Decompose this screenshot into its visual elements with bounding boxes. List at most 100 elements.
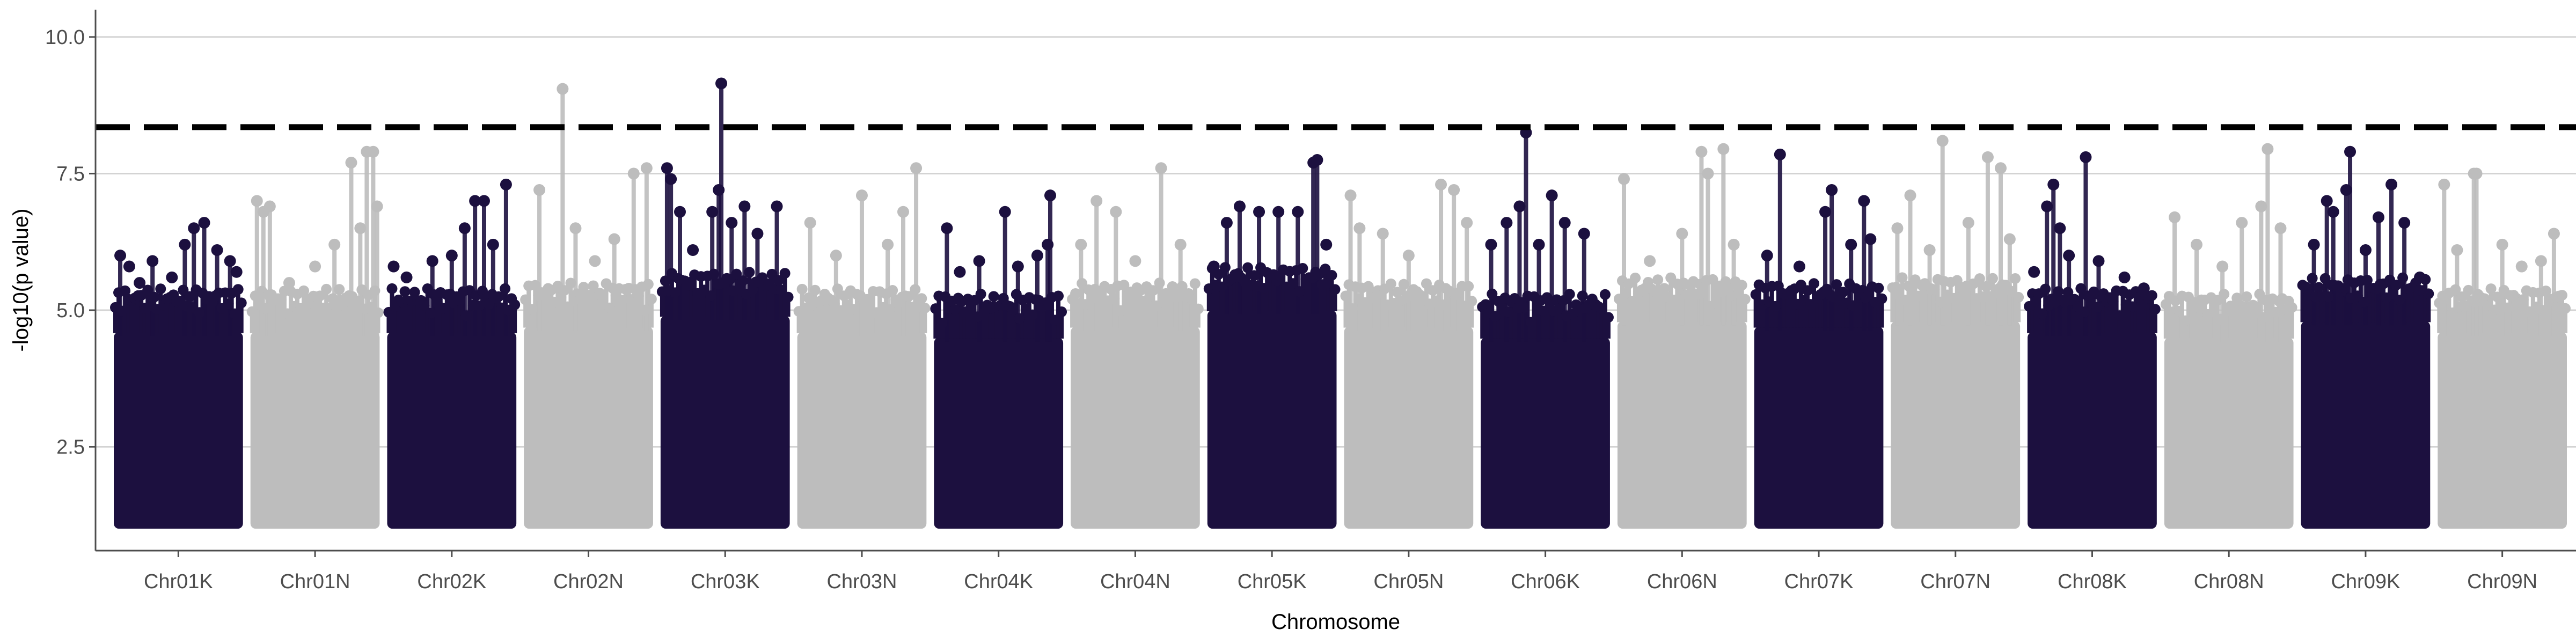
bulk-Chr04N: [1071, 326, 1200, 529]
point-Chr04K-fringe: [988, 291, 999, 302]
point-Chr09N-fringe: [2537, 305, 2548, 316]
point-Chr03K-10: [771, 200, 783, 213]
point-Chr08N-fringe: [2209, 303, 2220, 314]
point-Chr01N-fringe: [369, 285, 380, 296]
peak-column-Chr04K: [1002, 216, 1007, 342]
stalk-Chr09N: [2466, 290, 2471, 333]
stalk-Chr07N: [2003, 285, 2008, 323]
stalk-Chr04N: [1173, 297, 1178, 328]
stalk-Chr05N: [1392, 303, 1396, 328]
x-tick-label: Chr09N: [2467, 570, 2537, 593]
point-Chr02N-fringe: [633, 290, 644, 302]
point-Chr01K-fringe: [116, 305, 128, 317]
point-Chr05N-fringe: [1385, 278, 1396, 289]
stalk-Chr04N: [1131, 296, 1136, 328]
stalk-Chr03K: [689, 282, 694, 317]
bulk-Chr09N: [2438, 332, 2567, 529]
stalk-Chr02K: [441, 308, 446, 333]
point-Chr07N-fringe: [1897, 272, 1908, 283]
stalk-Chr04K: [998, 305, 1002, 339]
point-Chr03K-fringe: [737, 275, 749, 287]
stalk-Chr06N: [1685, 295, 1689, 323]
stalk-Chr08K: [2136, 297, 2141, 333]
stalk-Chr04N: [1109, 289, 1114, 328]
point-Chr08K-fringe: [2107, 296, 2119, 307]
point-Chr01N-3: [283, 277, 295, 289]
point-Chr01N-fringe: [334, 284, 345, 295]
point-Chr06N-6: [1728, 238, 1740, 251]
point-Chr09N-fringe: [2501, 302, 2513, 313]
stalk-Chr01K: [165, 298, 170, 333]
point-Chr08N-fringe: [2219, 289, 2230, 300]
peak-column-Chr09N: [2538, 265, 2543, 336]
y-tick-label: 5.0: [56, 299, 85, 322]
stalk-Chr05K: [1307, 277, 1312, 311]
point-Chr06K-7: [1578, 228, 1590, 240]
stalk-Chr08N: [2254, 312, 2259, 339]
stalk-Chr02K: [509, 298, 514, 333]
stalk-Chr01N: [275, 298, 280, 333]
peak-column-Chr03K: [774, 210, 779, 320]
stalk-Chr04N: [1089, 293, 1094, 328]
point-Chr08N-fringe: [2173, 305, 2184, 317]
stalk-Chr06K: [1512, 298, 1517, 339]
point-Chr03N-fringe: [916, 293, 927, 304]
peak-column-Chr05K: [1237, 210, 1242, 314]
peak-column-Chr08N: [2278, 232, 2283, 342]
point-Chr04N-fringe: [1070, 288, 1081, 299]
point-Chr02N-0: [533, 184, 546, 196]
stalk-Chr03N: [919, 298, 924, 333]
peak-column-Chr01N: [358, 232, 363, 336]
stalk-Chr03N: [868, 298, 873, 333]
stalk-Chr01K: [197, 312, 202, 333]
point-Chr09K-9: [2414, 271, 2426, 283]
point-Chr08N-3: [2236, 217, 2248, 229]
point-Chr02K-1: [400, 271, 413, 283]
stalk-Chr09K: [2316, 287, 2321, 323]
point-Chr03N-0: [804, 217, 816, 229]
stalk-Chr05K: [1219, 287, 1224, 311]
x-tick-label: Chr09K: [2331, 570, 2400, 593]
stalk-Chr04K: [940, 323, 945, 339]
stalk-Chr08K: [2091, 291, 2096, 333]
point-Chr09K-fringe: [2339, 282, 2350, 294]
point-Chr02K-fringe: [399, 286, 411, 297]
stalk-Chr06K: [1586, 304, 1591, 339]
point-Chr06N-0: [1618, 173, 1630, 185]
stalk-Chr02N: [607, 308, 612, 328]
point-Chr03K-9: [751, 228, 764, 240]
peak-column-Chr03K: [710, 216, 715, 320]
stalk-Chr09N: [2437, 303, 2442, 333]
stalk-Chr02K: [444, 295, 449, 333]
peak-column-Chr07K: [1862, 205, 1867, 331]
point-Chr01N-fringe: [282, 308, 293, 319]
point-Chr09K-fringe: [2391, 280, 2402, 291]
stalk-Chr09K: [2307, 294, 2311, 323]
point-Chr07N-fringe: [1935, 296, 1946, 308]
point-Chr02N-6: [640, 162, 653, 174]
point-Chr06K-fringe: [1525, 317, 1536, 328]
stalk-Chr04K: [933, 309, 938, 339]
stalk-Chr02N: [620, 300, 625, 328]
peak-column-Chr06K: [1582, 238, 1586, 342]
point-Chr06N-fringe: [1668, 294, 1680, 305]
stalk-Chr03K: [702, 290, 707, 317]
stalk-Chr04K: [1011, 310, 1015, 339]
point-Chr02K-fringe: [460, 310, 472, 321]
point-Chr02K-fringe: [409, 287, 420, 298]
point-Chr09K-fringe: [2423, 288, 2434, 299]
stalk-Chr08K: [2075, 306, 2080, 333]
stalk-Chr07K: [1873, 302, 1878, 328]
point-Chr07K-1: [1774, 148, 1786, 160]
stalk-Chr02K: [457, 300, 462, 333]
stalk-Chr02N: [581, 287, 586, 328]
stalk-Chr09K: [2384, 297, 2389, 323]
stalk-Chr04K: [988, 308, 993, 339]
stalk-Chr01K: [168, 297, 173, 333]
stalk-Chr09K: [2407, 288, 2412, 323]
stalk-Chr08N: [2212, 308, 2217, 339]
stalk-Chr01K: [223, 292, 228, 333]
stalk-Chr03K: [672, 292, 677, 317]
point-Chr06K-fringe: [1503, 306, 1514, 318]
point-Chr08K-fringe: [2146, 290, 2157, 301]
